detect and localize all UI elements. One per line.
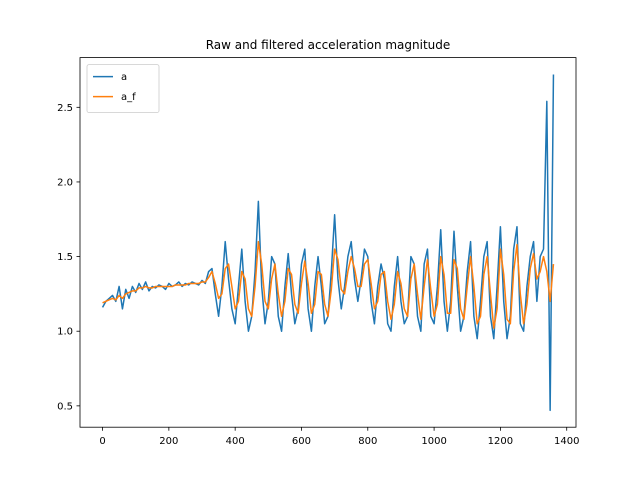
y-tick-label: 1.5 <box>57 252 73 263</box>
y-tick-label: 2.0 <box>57 177 73 188</box>
y-tick-label: 0.5 <box>57 401 73 412</box>
legend: a a_f <box>86 64 160 113</box>
x-tick-label: 0 <box>99 436 105 447</box>
legend-label: a <box>121 72 127 83</box>
x-tick-label: 1200 <box>488 436 513 447</box>
x-tick-label: 400 <box>226 436 245 447</box>
y-tick-label: 1.0 <box>57 327 73 338</box>
x-tick-label: 200 <box>159 436 178 447</box>
x-tick-label: 1000 <box>421 436 446 447</box>
x-tick-label: 1400 <box>554 436 579 447</box>
x-tick-label: 600 <box>292 436 311 447</box>
y-tick-label: 2.5 <box>57 103 73 114</box>
line-a-f <box>102 240 555 329</box>
legend-label: a_f <box>121 92 136 103</box>
x-tick-label: 800 <box>358 436 377 447</box>
axes-frame <box>79 57 577 428</box>
chart-title: Raw and filtered acceleration magnitude <box>206 38 451 52</box>
